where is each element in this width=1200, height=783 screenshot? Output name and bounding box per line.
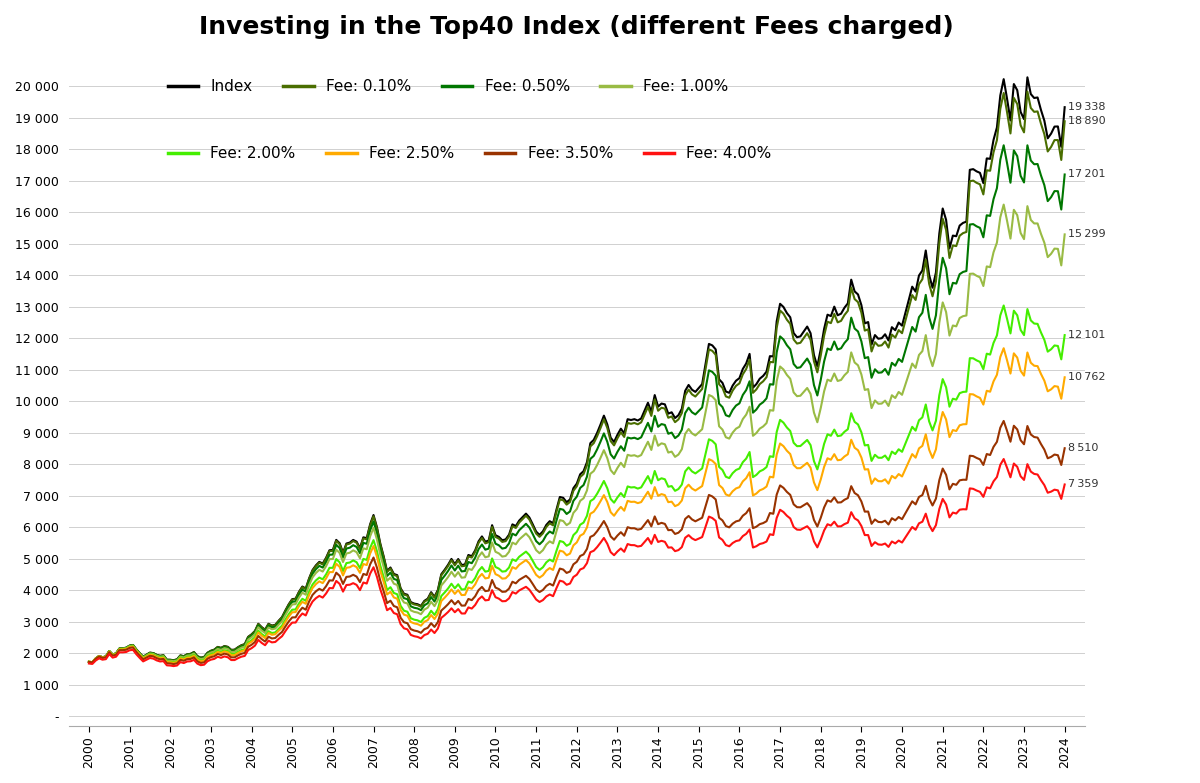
Fee: 0.50%: (2e+03, 1.87e+03): 0.50%: (2e+03, 1.87e+03) <box>95 652 109 662</box>
Fee: 2.50%: (2e+03, 1.7e+03): 2.50%: (2e+03, 1.7e+03) <box>167 659 181 668</box>
Fee: 2.00%: (2.02e+03, 9.01e+03): 2.00%: (2.02e+03, 9.01e+03) <box>854 428 869 437</box>
Text: 19 338: 19 338 <box>1068 102 1105 112</box>
Index <box>1020 73 1034 82</box>
Fee: 0.10%: (2.01e+03, 3.53e+03): 0.10%: (2.01e+03, 3.53e+03) <box>410 601 425 610</box>
Fee: 2.00%: (2e+03, 1.71e+03): 2.00%: (2e+03, 1.71e+03) <box>167 658 181 667</box>
Line: Fee: 4.00%: Fee: 4.00% <box>89 459 1064 666</box>
Fee: 3.50%: (2e+03, 2.18e+03): 3.50%: (2e+03, 2.18e+03) <box>126 643 140 652</box>
Fee: 2.50%: (2.02e+03, 1.17e+04): 2.50%: (2.02e+03, 1.17e+04) <box>996 344 1010 353</box>
Fee: 0.10%: (2.02e+03, 1.89e+04): 0.10%: (2.02e+03, 1.89e+04) <box>1057 117 1072 126</box>
Fee: 2.50%: (2.01e+03, 2.93e+03): 2.50%: (2.01e+03, 2.93e+03) <box>410 619 425 629</box>
Fee: 3.50%: (2e+03, 1.73e+03): 3.50%: (2e+03, 1.73e+03) <box>82 657 96 666</box>
Fee: 2.00%: (2e+03, 1.91e+03): 2.00%: (2e+03, 1.91e+03) <box>92 651 107 661</box>
Text: 15 299: 15 299 <box>1068 229 1105 240</box>
Fee: 3.50%: (2e+03, 1.66e+03): 3.50%: (2e+03, 1.66e+03) <box>167 659 181 669</box>
Fee: 1.00%: (2e+03, 1.72e+03): 1.00%: (2e+03, 1.72e+03) <box>85 658 100 667</box>
Fee: 1.00%: (2.01e+03, 3.29e+03): 1.00%: (2.01e+03, 3.29e+03) <box>410 608 425 617</box>
Fee: 0.50%: (2.01e+03, 6.42e+03): 0.50%: (2.01e+03, 6.42e+03) <box>559 509 574 518</box>
Fee: 3.50%: (2.01e+03, 2.7e+03): 3.50%: (2.01e+03, 2.7e+03) <box>410 626 425 636</box>
Fee: 0.50%: (2.02e+03, 1.72e+04): 0.50%: (2.02e+03, 1.72e+04) <box>1057 170 1072 179</box>
Fee: 0.50%: (2e+03, 1.72e+03): 0.50%: (2e+03, 1.72e+03) <box>85 658 100 667</box>
Index <box>1057 103 1072 112</box>
Fee: 0.10%: (2e+03, 1.87e+03): 0.10%: (2e+03, 1.87e+03) <box>95 652 109 662</box>
Fee: 3.50%: (2e+03, 1.93e+03): 3.50%: (2e+03, 1.93e+03) <box>230 651 245 660</box>
Fee: 2.50%: (2e+03, 2.21e+03): 2.50%: (2e+03, 2.21e+03) <box>126 642 140 651</box>
Fee: 0.10%: (2e+03, 1.72e+03): 0.10%: (2e+03, 1.72e+03) <box>82 657 96 666</box>
Index <box>85 658 100 667</box>
Fee: 4.00%: (2e+03, 1.59e+03): 4.00%: (2e+03, 1.59e+03) <box>167 662 181 671</box>
Fee: 1.00%: (2.02e+03, 1.53e+04): 1.00%: (2.02e+03, 1.53e+04) <box>1057 229 1072 239</box>
Fee: 2.00%: (2.01e+03, 3.04e+03): 2.00%: (2.01e+03, 3.04e+03) <box>410 615 425 625</box>
Text: 10 762: 10 762 <box>1068 372 1105 382</box>
Fee: 4.00%: (2e+03, 1.67e+03): 4.00%: (2e+03, 1.67e+03) <box>82 659 96 668</box>
Fee: 2.00%: (2.02e+03, 1.21e+04): 2.00%: (2.02e+03, 1.21e+04) <box>1057 330 1072 340</box>
Fee: 1.00%: (2e+03, 2.1e+03): 1.00%: (2e+03, 2.1e+03) <box>130 645 144 655</box>
Fee: 2.50%: (2.02e+03, 8.22e+03): 2.50%: (2.02e+03, 8.22e+03) <box>854 453 869 462</box>
Fee: 0.10%: (2.02e+03, 1.28e+04): 0.10%: (2.02e+03, 1.28e+04) <box>854 308 869 317</box>
Fee: 2.00%: (2e+03, 2.22e+03): 2.00%: (2e+03, 2.22e+03) <box>126 641 140 651</box>
Text: 8 510: 8 510 <box>1068 443 1098 453</box>
Line: Fee: 0.50%: Fee: 0.50% <box>89 146 1064 662</box>
Line: Fee: 0.10%: Fee: 0.10% <box>89 92 1064 662</box>
Fee: 0.50%: (2.02e+03, 1.81e+04): 0.50%: (2.02e+03, 1.81e+04) <box>996 141 1010 150</box>
Text: 7 359: 7 359 <box>1068 479 1098 489</box>
Fee: 0.10%: (2e+03, 2.18e+03): 0.10%: (2e+03, 2.18e+03) <box>230 643 245 652</box>
Fee: 0.50%: (2.01e+03, 3.42e+03): 0.50%: (2.01e+03, 3.42e+03) <box>410 604 425 613</box>
Fee: 3.50%: (2.02e+03, 8.51e+03): 3.50%: (2.02e+03, 8.51e+03) <box>1057 443 1072 453</box>
Fee: 2.00%: (2e+03, 2.05e+03): 2.00%: (2e+03, 2.05e+03) <box>230 647 245 656</box>
Fee: 2.50%: (2.01e+03, 5.11e+03): 2.50%: (2.01e+03, 5.11e+03) <box>559 550 574 560</box>
Legend: Fee: 2.00%, Fee: 2.50%, Fee: 3.50%, Fee: 4.00%: Fee: 2.00%, Fee: 2.50%, Fee: 3.50%, Fee:… <box>168 146 772 161</box>
Index <box>95 652 109 662</box>
Fee: 2.50%: (2.02e+03, 1.08e+04): 2.50%: (2.02e+03, 1.08e+04) <box>1057 373 1072 382</box>
Fee: 2.00%: (2.02e+03, 1.3e+04): 2.00%: (2.02e+03, 1.3e+04) <box>996 301 1010 310</box>
Index <box>410 600 425 609</box>
Text: 17 201: 17 201 <box>1068 169 1105 179</box>
Fee: 4.00%: (2.02e+03, 6.04e+03): 4.00%: (2.02e+03, 6.04e+03) <box>854 521 869 531</box>
Fee: 0.10%: (2e+03, 1.72e+03): 0.10%: (2e+03, 1.72e+03) <box>85 658 100 667</box>
Fee: 2.50%: (2e+03, 1.91e+03): 2.50%: (2e+03, 1.91e+03) <box>92 651 107 661</box>
Fee: 2.50%: (2e+03, 2.01e+03): 2.50%: (2e+03, 2.01e+03) <box>230 648 245 658</box>
Title: Investing in the Top40 Index (different Fees charged): Investing in the Top40 Index (different … <box>199 15 954 39</box>
Line: Fee: 2.00%: Fee: 2.00% <box>89 305 1064 662</box>
Text: 18 890: 18 890 <box>1068 117 1105 126</box>
Fee: 1.00%: (2.02e+03, 1.62e+04): 1.00%: (2.02e+03, 1.62e+04) <box>996 200 1010 209</box>
Fee: 4.00%: (2e+03, 1.84e+03): 4.00%: (2e+03, 1.84e+03) <box>230 654 245 663</box>
Fee: 0.10%: (2.02e+03, 1.98e+04): 0.10%: (2.02e+03, 1.98e+04) <box>1020 87 1034 96</box>
Index <box>854 301 869 310</box>
Fee: 0.50%: (2.02e+03, 1.19e+04): 0.50%: (2.02e+03, 1.19e+04) <box>854 337 869 346</box>
Fee: 4.00%: (2.01e+03, 2.52e+03): 4.00%: (2.01e+03, 2.52e+03) <box>410 632 425 641</box>
Fee: 2.00%: (2.01e+03, 5.41e+03): 2.00%: (2.01e+03, 5.41e+03) <box>559 541 574 550</box>
Fee: 0.10%: (2.01e+03, 6.72e+03): 0.10%: (2.01e+03, 6.72e+03) <box>559 500 574 509</box>
Fee: 0.50%: (2e+03, 2.11e+03): 0.50%: (2e+03, 2.11e+03) <box>130 645 144 655</box>
Fee: 1.00%: (2e+03, 1.73e+03): 1.00%: (2e+03, 1.73e+03) <box>82 657 96 666</box>
Fee: 1.00%: (2e+03, 2.12e+03): 1.00%: (2e+03, 2.12e+03) <box>230 644 245 654</box>
Fee: 1.00%: (2e+03, 1.87e+03): 1.00%: (2e+03, 1.87e+03) <box>95 652 109 662</box>
Index <box>559 497 574 507</box>
Fee: 4.00%: (2.02e+03, 7.36e+03): 4.00%: (2.02e+03, 7.36e+03) <box>1057 480 1072 489</box>
Line: Fee: 3.50%: Fee: 3.50% <box>89 421 1064 664</box>
Line: Fee: 1.00%: Fee: 1.00% <box>89 204 1064 662</box>
Fee: 0.50%: (2e+03, 1.73e+03): 0.50%: (2e+03, 1.73e+03) <box>82 657 96 666</box>
Fee: 3.50%: (2e+03, 1.9e+03): 3.50%: (2e+03, 1.9e+03) <box>92 651 107 661</box>
Fee: 0.10%: (2e+03, 2.12e+03): 0.10%: (2e+03, 2.12e+03) <box>130 645 144 655</box>
Index <box>230 643 245 652</box>
Line: Index: Index <box>89 78 1064 662</box>
Fee: 4.00%: (2.01e+03, 4.17e+03): 4.00%: (2.01e+03, 4.17e+03) <box>559 580 574 590</box>
Fee: 4.00%: (2e+03, 1.84e+03): 4.00%: (2e+03, 1.84e+03) <box>92 654 107 663</box>
Line: Fee: 2.50%: Fee: 2.50% <box>89 348 1064 663</box>
Index <box>130 644 144 654</box>
Fee: 2.50%: (2e+03, 1.73e+03): 2.50%: (2e+03, 1.73e+03) <box>82 657 96 666</box>
Fee: 4.00%: (2e+03, 2.11e+03): 4.00%: (2e+03, 2.11e+03) <box>126 645 140 655</box>
Fee: 3.50%: (2.02e+03, 6.82e+03): 3.50%: (2.02e+03, 6.82e+03) <box>854 496 869 506</box>
Fee: 3.50%: (2.02e+03, 9.38e+03): 3.50%: (2.02e+03, 9.38e+03) <box>996 417 1010 426</box>
Fee: 2.00%: (2e+03, 1.73e+03): 2.00%: (2e+03, 1.73e+03) <box>82 657 96 666</box>
Index <box>82 657 96 666</box>
Fee: 3.50%: (2.01e+03, 4.55e+03): 3.50%: (2.01e+03, 4.55e+03) <box>559 568 574 578</box>
Fee: 1.00%: (2.01e+03, 6.07e+03): 1.00%: (2.01e+03, 6.07e+03) <box>559 521 574 530</box>
Fee: 4.00%: (2.02e+03, 8.17e+03): 4.00%: (2.02e+03, 8.17e+03) <box>996 454 1010 464</box>
Text: 12 101: 12 101 <box>1068 330 1105 340</box>
Fee: 1.00%: (2.02e+03, 1.09e+04): 1.00%: (2.02e+03, 1.09e+04) <box>854 370 869 379</box>
Fee: 0.50%: (2e+03, 2.16e+03): 0.50%: (2e+03, 2.16e+03) <box>230 644 245 653</box>
